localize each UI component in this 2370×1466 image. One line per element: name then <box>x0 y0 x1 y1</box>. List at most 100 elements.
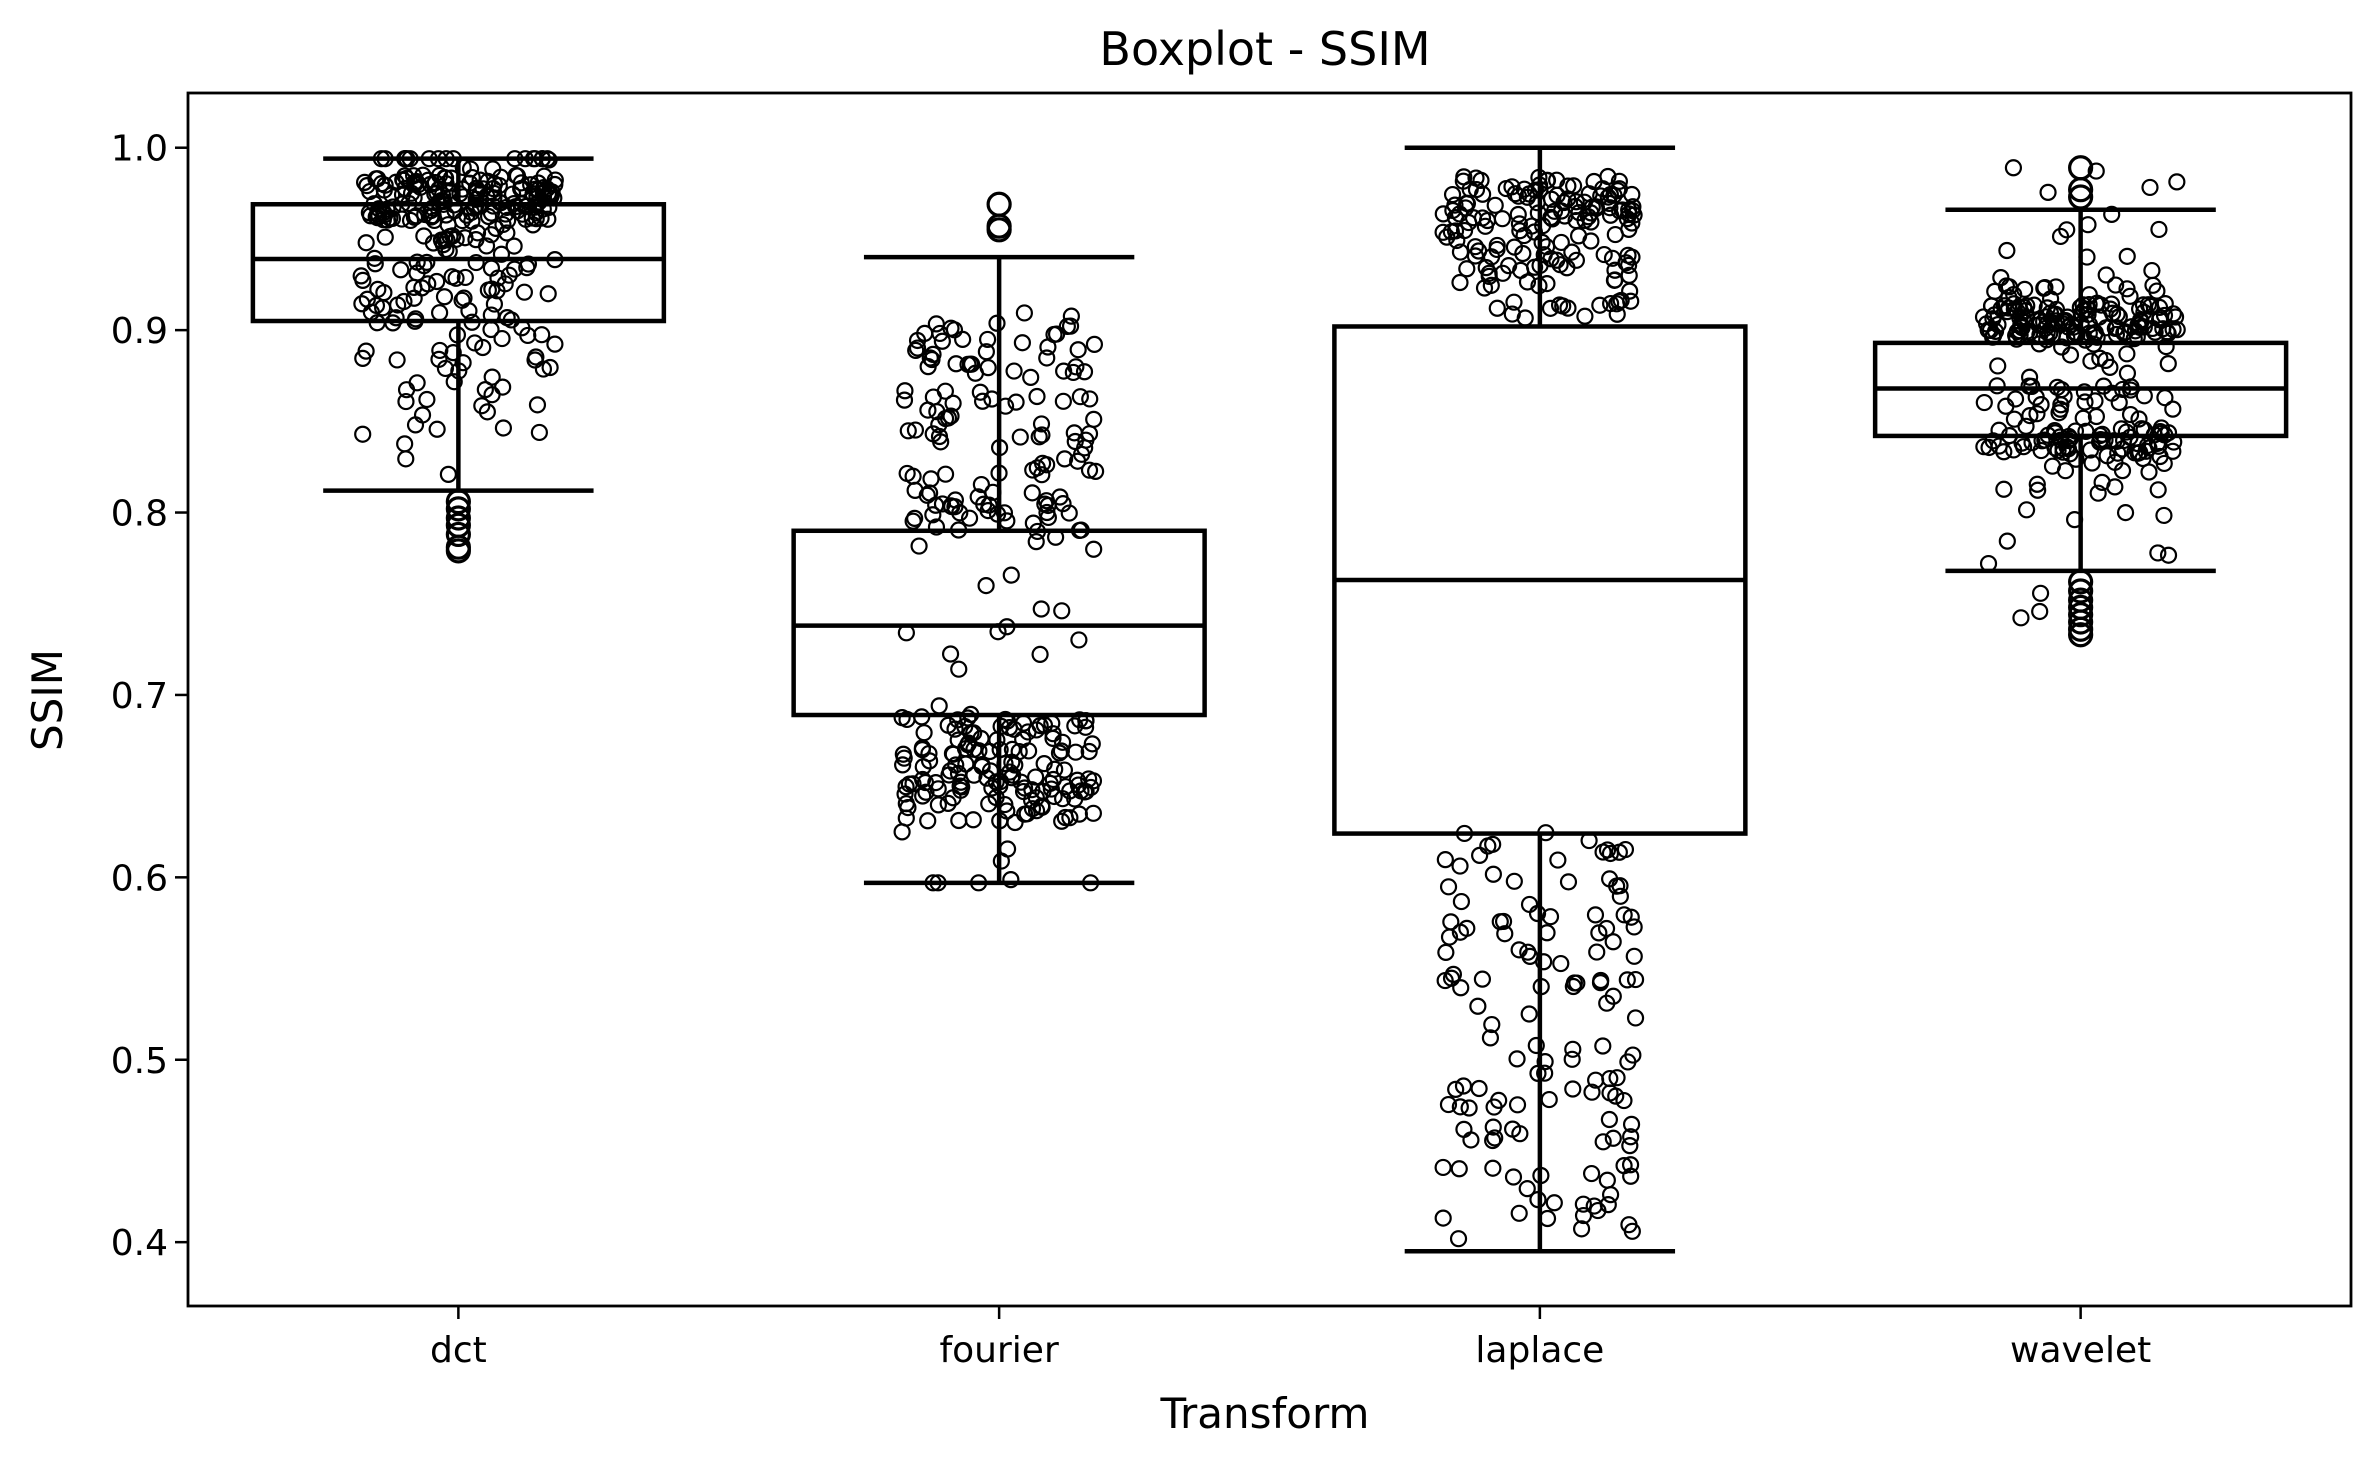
strip-point <box>1998 532 2016 550</box>
strip-point <box>973 392 992 410</box>
strip-point <box>1080 742 1098 761</box>
strip-point <box>376 176 394 194</box>
strip-point <box>1077 712 1095 730</box>
strip-point <box>438 231 456 249</box>
y-tick-label: 0.4 <box>111 1223 168 1264</box>
strip-point <box>1458 260 1476 278</box>
strip-point <box>1591 296 1609 314</box>
strip-point <box>981 742 999 761</box>
x-axis-label: Transform <box>1160 1389 1370 1438</box>
strip-point <box>1998 241 2016 260</box>
strip-point <box>1027 789 1045 807</box>
strip-point <box>1053 602 1071 620</box>
strip-point <box>990 464 1008 482</box>
strip-point <box>1583 1083 1601 1101</box>
strip-point <box>1067 743 1085 761</box>
strip-point <box>2021 406 2039 425</box>
strip-point <box>988 505 1007 523</box>
outlier-point <box>445 538 471 564</box>
outlier-point <box>2068 184 2094 210</box>
strip-point <box>906 421 925 439</box>
y-tick-label: 0.5 <box>111 1041 168 1082</box>
strip-point <box>1067 358 1085 376</box>
strip-point <box>914 787 932 805</box>
strip-point <box>1624 1046 1642 1064</box>
strip-point <box>2107 276 2125 294</box>
strip-point <box>950 811 968 830</box>
strip-point <box>1586 906 1605 924</box>
strip-point <box>960 509 979 527</box>
strip-point <box>518 197 536 215</box>
strip-point <box>498 224 516 242</box>
strip-point <box>2118 280 2136 298</box>
strip-point <box>2168 321 2186 339</box>
strip-point <box>2058 329 2076 347</box>
strip-point <box>1449 1230 1468 1248</box>
strip-point <box>515 283 533 301</box>
strip-point <box>1442 913 1460 931</box>
strip-point <box>2149 481 2167 499</box>
strip-point <box>1545 1194 1563 1212</box>
strip-point <box>496 275 514 293</box>
strip-point <box>426 174 445 192</box>
strip-points-fourier <box>893 304 1105 892</box>
strip-point <box>947 756 965 774</box>
strip-point <box>429 150 448 168</box>
strip-point <box>534 360 553 378</box>
strip-point <box>897 778 915 796</box>
strip-point <box>406 312 424 330</box>
strip-point <box>1604 1129 1622 1147</box>
strip-point <box>977 576 995 595</box>
strip-point <box>1622 1128 1640 1146</box>
strip-point <box>989 623 1007 641</box>
strip-point <box>528 187 546 205</box>
strip-point <box>2130 316 2148 334</box>
strip-point <box>919 812 937 830</box>
strip-point <box>1508 1096 1527 1114</box>
strip-point <box>1983 297 2001 315</box>
strip-point <box>431 341 449 360</box>
strip-point <box>1995 480 2013 498</box>
strip-point <box>2031 602 2049 621</box>
strip-point <box>1002 566 1020 584</box>
strip-point <box>899 422 917 440</box>
strip-point <box>494 215 512 234</box>
strip-point <box>422 201 440 220</box>
strip-point <box>2029 481 2047 499</box>
outlier-point <box>445 521 471 548</box>
strip-point <box>506 150 524 168</box>
strip-point <box>896 382 914 400</box>
strip-point <box>2017 417 2035 435</box>
strip-point <box>1520 1005 1538 1023</box>
strip-point <box>479 281 497 299</box>
strip-point <box>466 334 484 352</box>
strip-point <box>1535 953 1553 971</box>
strip-point <box>2083 454 2101 472</box>
strip-point <box>1018 805 1036 823</box>
strip-point <box>1622 1115 1641 1133</box>
axes-frame <box>186 91 2353 1308</box>
strip-point <box>1612 291 1630 310</box>
strip-point <box>896 785 914 803</box>
strip-point <box>980 795 998 813</box>
strip-point <box>973 757 991 776</box>
strip-point <box>2148 434 2167 453</box>
strip-point <box>1013 334 1031 352</box>
strip-point <box>1022 368 1040 386</box>
strip-point <box>1053 733 1072 751</box>
strip-point <box>1451 243 1470 261</box>
strip-point <box>387 173 405 191</box>
strip-point <box>930 697 948 715</box>
strip-point <box>1451 857 1469 875</box>
strip-point <box>533 326 551 344</box>
strip-point <box>1060 504 1078 522</box>
strip-point <box>1552 954 1570 973</box>
strip-point <box>492 245 511 263</box>
strip-point <box>1625 947 1643 965</box>
strip-point <box>1087 462 1105 480</box>
strip-point <box>1028 459 1046 477</box>
strip-point <box>1451 273 1469 292</box>
strip-point <box>453 211 472 230</box>
x-tick-label-wavelet: wavelet <box>2010 1330 2151 1371</box>
